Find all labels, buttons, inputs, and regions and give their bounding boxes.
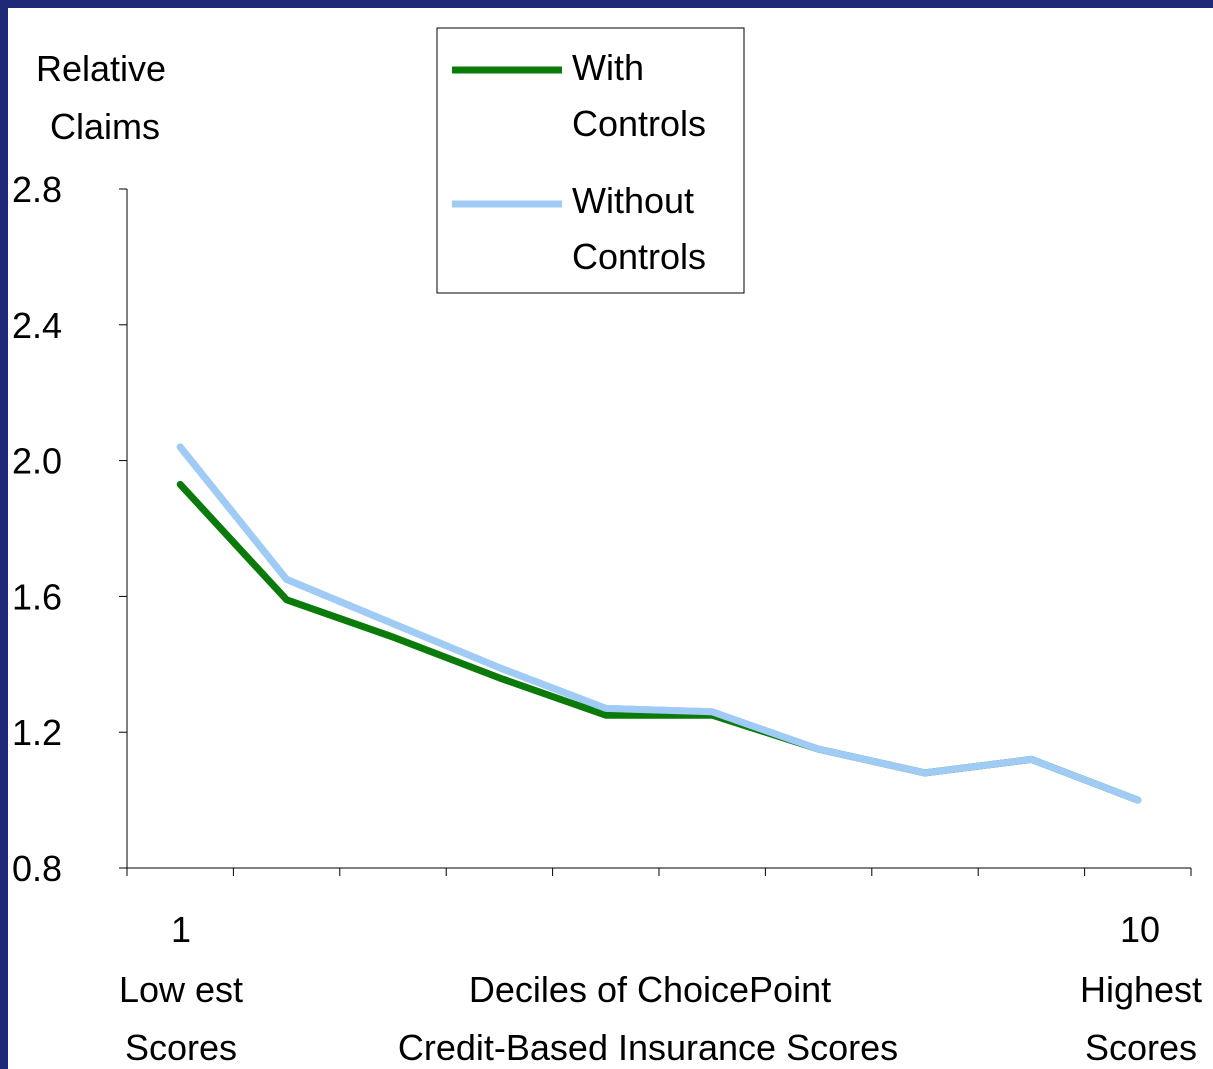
y-tick-label: 2.0 <box>12 441 62 482</box>
legend-label-without-controls-line1: Without <box>572 180 694 221</box>
legend-label-with-controls-line2: Controls <box>572 103 706 144</box>
x-axis-right-caption-line2: Scores <box>1085 1027 1197 1068</box>
x-axis-left-caption-line1: Low est <box>119 969 243 1010</box>
x-axis-label-line2: Credit-Based Insurance Scores <box>398 1027 898 1068</box>
series-line-without-controls-overlay <box>176 443 1142 804</box>
chart-slide: Relative Claims 0.8 1.2 1.6 2.0 2.4 2.8 1 Low… <box>8 8 1213 1069</box>
y-tick-label: 1.2 <box>12 712 62 753</box>
legend: With Controls Without Controls <box>436 27 745 294</box>
series-lines <box>176 443 1142 804</box>
y-tick-label: 0.8 <box>12 848 62 889</box>
line-chart: Relative Claims 0.8 1.2 1.6 2.0 2.4 2.8 1 Low… <box>12 27 1202 1068</box>
y-axis-label-line2: Claims <box>50 106 160 147</box>
series-line-with-controls <box>176 480 1142 804</box>
legend-label-without-controls-line2: Controls <box>572 236 706 277</box>
y-ticks: 0.8 1.2 1.6 2.0 2.4 2.8 <box>12 169 127 889</box>
x-axis-first-number: 1 <box>171 909 191 950</box>
y-tick-label: 1.6 <box>12 576 62 617</box>
legend-box <box>436 27 745 294</box>
x-axis-last-number: 10 <box>1120 909 1160 950</box>
x-axis-left-caption-line2: Scores <box>125 1027 237 1068</box>
y-tick-label: 2.8 <box>12 169 62 210</box>
x-axis-label-line1: Deciles of ChoicePoint <box>469 969 831 1010</box>
x-ticks <box>126 868 1192 876</box>
series-line-without-controls <box>176 443 1142 804</box>
legend-label-with-controls-line1: With <box>572 47 644 88</box>
y-axis-label-line1: Relative <box>36 48 166 89</box>
x-axis-right-caption-line1: Highest <box>1080 969 1202 1010</box>
y-tick-label: 2.4 <box>12 305 62 346</box>
